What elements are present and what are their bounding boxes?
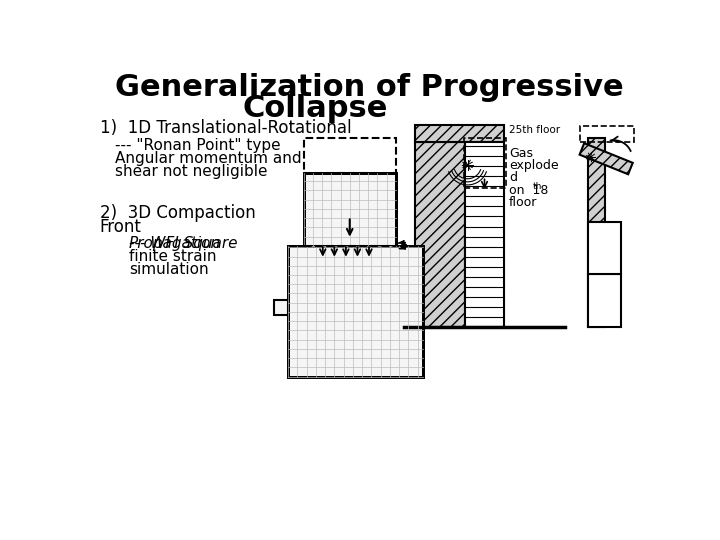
Polygon shape [580, 143, 633, 174]
Text: Angular momentum and: Angular momentum and [115, 151, 302, 166]
Text: d: d [509, 172, 517, 185]
Text: Gas: Gas [509, 147, 533, 160]
Text: th: th [533, 182, 542, 191]
Text: 2)  3D Compaction: 2) 3D Compaction [99, 204, 256, 221]
Bar [415, 142, 465, 327]
Text: Front: Front [99, 218, 141, 235]
Text: Propagation: Propagation [129, 236, 221, 251]
Text: --- "Ronan Point" type: --- "Ronan Point" type [115, 138, 281, 153]
Bar [288, 246, 423, 377]
Bar [588, 222, 621, 274]
Bar [304, 173, 396, 246]
Text: Generalization of Progressive: Generalization of Progressive [114, 73, 624, 103]
Bar [580, 126, 634, 142]
Text: shear not negligible: shear not negligible [115, 164, 267, 179]
Text: finite strain: finite strain [129, 249, 216, 264]
Bar [415, 125, 504, 142]
Polygon shape [588, 138, 606, 327]
Text: on  18: on 18 [509, 184, 549, 197]
Text: floor: floor [509, 196, 538, 209]
Text: simulation: simulation [129, 262, 208, 277]
Bar [304, 173, 396, 246]
Text: Collapse: Collapse [243, 94, 388, 123]
Text: 25th floor: 25th floor [509, 125, 560, 135]
Text: 1)  1D Translational-Rotational: 1) 1D Translational-Rotational [99, 119, 351, 137]
Bar [588, 274, 621, 327]
Text: explode: explode [509, 159, 559, 172]
Bar [274, 300, 288, 315]
Bar [465, 142, 504, 327]
Bar [464, 138, 506, 188]
Bar [304, 138, 396, 173]
Text: --- WFI Square: --- WFI Square [129, 236, 238, 251]
Bar [288, 246, 423, 377]
